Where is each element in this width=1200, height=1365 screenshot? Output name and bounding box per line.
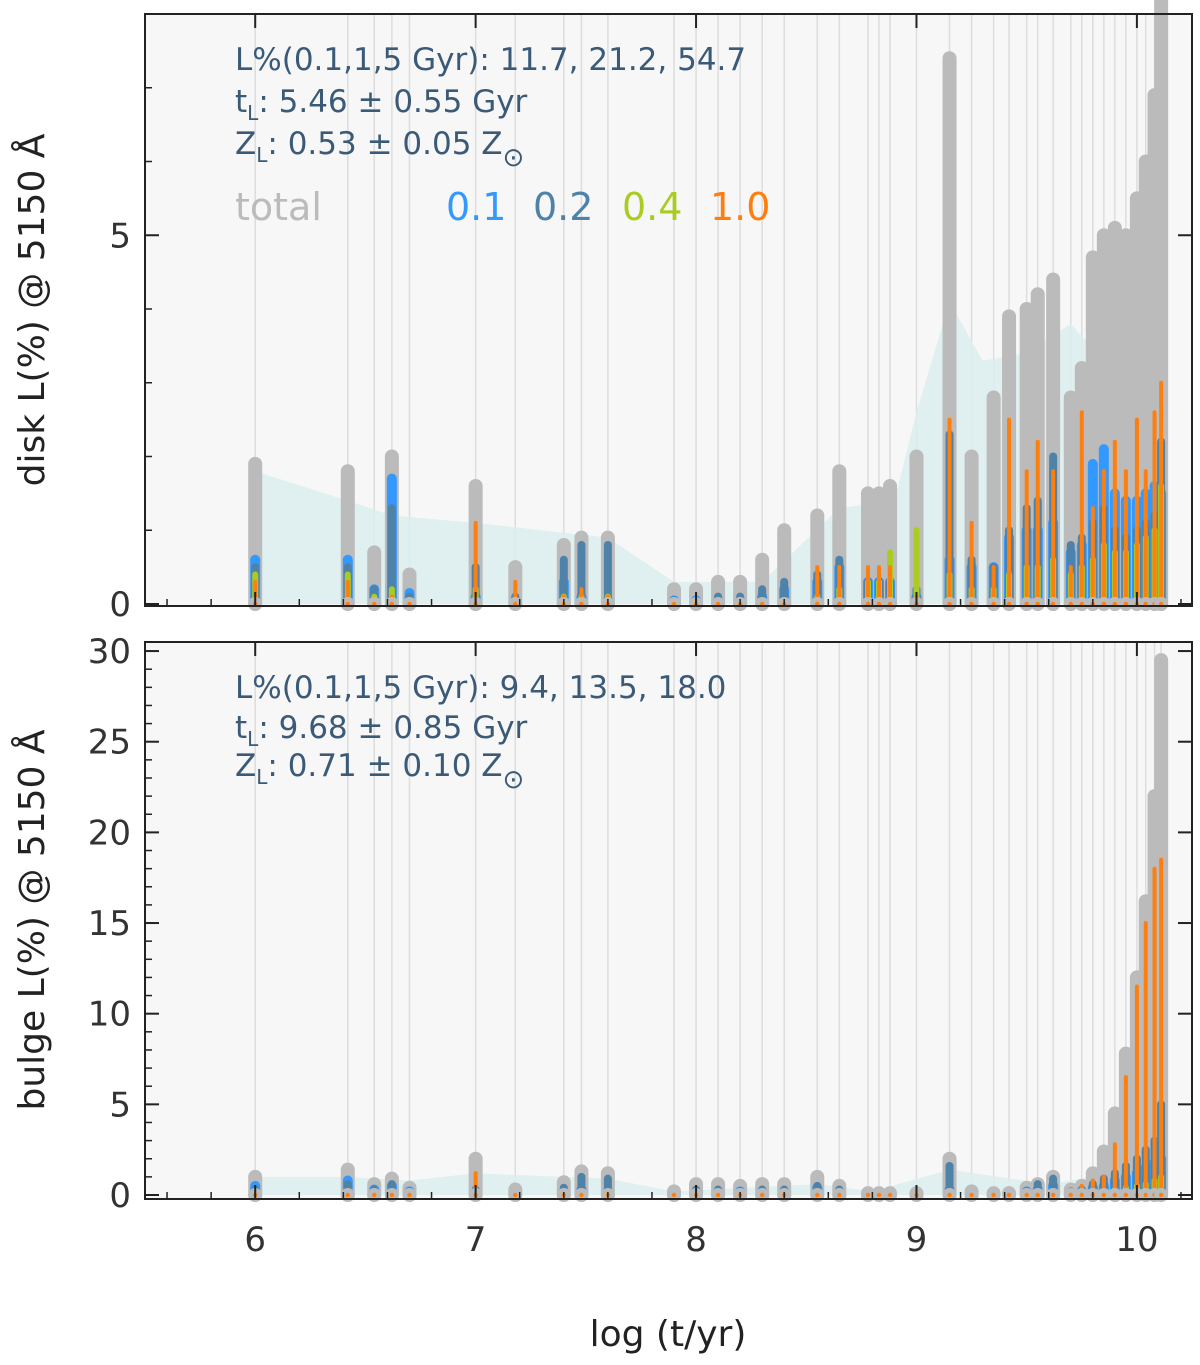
disk-z-subscript: L bbox=[256, 143, 268, 167]
bulge-base-dot-core-29 bbox=[1068, 1192, 1073, 1198]
disk-age-symbol: t bbox=[235, 84, 247, 120]
bulge-base-dot-core-12 bbox=[715, 1192, 721, 1198]
disk-y-tick-label-1: 5 bbox=[109, 216, 131, 256]
bulge-base-dot-core-28 bbox=[1050, 1192, 1056, 1198]
bulge-info-line1: L%(0.1,1,5 Gyr): 9.4, 13.5, 18.0 bbox=[235, 670, 726, 706]
bulge-base-dot-core-24 bbox=[991, 1192, 996, 1198]
bulge-y-tick-label-3: 15 bbox=[88, 904, 131, 944]
disk-info-line1: L%(0.1,1,5 Gyr): 11.7, 21.2, 54.7 bbox=[235, 42, 746, 78]
bulge-base-dot-core-32 bbox=[1101, 1192, 1107, 1198]
bulge-z-value: : 0.71 ± 0.10 Z bbox=[267, 748, 502, 784]
disk-age-subscript: L bbox=[247, 101, 259, 125]
bulge-y-tick-label-2: 10 bbox=[88, 995, 131, 1035]
bulge-base-dot-core-36 bbox=[1143, 1192, 1148, 1198]
legend-0.4: 0.4 bbox=[622, 185, 682, 229]
bulge-plot-area bbox=[145, 642, 1192, 1199]
bulge-y-tick-label-0: 0 bbox=[109, 1176, 131, 1216]
bulge-base-dot-core-26 bbox=[1024, 1192, 1029, 1198]
bulge-base-dot-core-18 bbox=[865, 1192, 871, 1198]
bulge-info-box: L%(0.1,1,5 Gyr): 9.4, 13.5, 18.0 tL: 9.6… bbox=[235, 670, 726, 795]
bulge-z-symbol: Z bbox=[235, 748, 256, 784]
disk-plot-frame bbox=[144, 13, 1193, 607]
bulge-y-tick-label-1: 5 bbox=[109, 1085, 131, 1125]
bulge-x-tick-label-1: 7 bbox=[465, 1220, 487, 1260]
x-axis-title: log (t/yr) bbox=[590, 1314, 747, 1355]
bulge-base-dot-core-33 bbox=[1112, 1192, 1118, 1198]
legend-total: total bbox=[235, 185, 322, 229]
disk-y-axis-title: disk L(%) @ 5150 Å bbox=[10, 133, 53, 486]
bulge-base-dot-core-22 bbox=[947, 1192, 952, 1198]
disk-age-value: : 5.46 ± 0.55 Gyr bbox=[258, 84, 527, 120]
bulge-base-dot-core-27 bbox=[1035, 1192, 1040, 1198]
bulge-y-tick-label-5: 25 bbox=[88, 723, 131, 763]
bulge-base-dot-core-34 bbox=[1123, 1192, 1129, 1198]
bulge-base-dot-core-38 bbox=[1158, 1192, 1164, 1198]
disk-info-age: tL: 5.46 ± 0.55 Gyr bbox=[235, 84, 528, 125]
bulge-base-dot-core-20 bbox=[887, 1192, 893, 1198]
bulge-y-tick-label-6: 30 bbox=[88, 632, 131, 672]
disk-z-symbol: Z bbox=[235, 126, 256, 162]
disk-y-tick-label-0: 0 bbox=[109, 585, 131, 625]
bulge-base-dot-core-17 bbox=[837, 1192, 842, 1198]
bulge-base-dot-core-30 bbox=[1079, 1192, 1084, 1198]
bulge-z-subscript: L bbox=[256, 765, 268, 789]
bulge-x-tick-label-4: 10 bbox=[1115, 1220, 1158, 1260]
bulge-x-tick-label-3: 9 bbox=[906, 1220, 928, 1260]
bulge-base-dot-core-4 bbox=[407, 1192, 412, 1198]
disk-info-metallicity: ZL: 0.53 ± 0.05 Z⊙ bbox=[235, 126, 524, 173]
bulge-y-axis-title: bulge L(%) @ 5150 Å bbox=[10, 729, 53, 1110]
bulge-age-symbol: t bbox=[235, 710, 247, 746]
bulge-base-dot-core-19 bbox=[876, 1192, 882, 1198]
disk-z-value: : 0.53 ± 0.05 Z bbox=[267, 126, 502, 162]
bulge-base-dot-core-25 bbox=[1006, 1192, 1012, 1198]
disk-z-sun-symbol: ⊙ bbox=[503, 143, 525, 173]
disk-bars bbox=[248, 0, 1169, 611]
bulge-axes: 0 5 10 15 20 25 30 6 7 8 9 10 bbox=[88, 632, 1192, 1260]
bulge-age-value: : 9.68 ± 0.85 Gyr bbox=[258, 710, 527, 746]
bulge-info-metallicity: ZL: 0.71 ± 0.10 Z⊙ bbox=[235, 748, 524, 795]
disk-info-box: L%(0.1,1,5 Gyr): 11.7, 21.2, 54.7 tL: 5.… bbox=[235, 42, 746, 173]
bulge-age-subscript: L bbox=[247, 727, 259, 751]
bulge-x-tick-label-2: 8 bbox=[685, 1220, 707, 1260]
bulge-panel: 0 5 10 15 20 25 30 6 7 8 9 10 bulge L(%) @ 5150 Å L… bbox=[10, 632, 1193, 1260]
legend-1.0: 1.0 bbox=[710, 185, 770, 229]
legend-0.1: 0.1 bbox=[446, 185, 506, 229]
bulge-base-dot-core-16 bbox=[815, 1192, 820, 1198]
bulge-base-dot-core-1 bbox=[345, 1192, 350, 1198]
bulge-z-sun-symbol: ⊙ bbox=[503, 765, 525, 795]
bulge-info-age: tL: 9.68 ± 0.85 Gyr bbox=[235, 710, 528, 751]
bulge-base-dot-core-10 bbox=[671, 1192, 677, 1198]
bulge-plot-frame bbox=[144, 641, 1193, 1200]
bulge-base-dot-core-6 bbox=[513, 1192, 518, 1198]
disk-legend: total 0.1 0.2 0.4 1.0 bbox=[235, 185, 770, 229]
bulge-base-dot-core-8 bbox=[579, 1192, 584, 1198]
bulge-x-tick-label-0: 6 bbox=[244, 1220, 266, 1260]
disk-panel: 05 disk L(%) @ 5150 Å L%(0.1,1,5 Gyr): 1… bbox=[10, 0, 1193, 625]
bulge-base-dot-core-3 bbox=[389, 1192, 395, 1198]
bulge-base-dot-core-14 bbox=[759, 1192, 765, 1198]
bulge-base-dot-core-23 bbox=[969, 1192, 974, 1198]
legend-0.2: 0.2 bbox=[533, 185, 593, 229]
disk-axes: 05 bbox=[109, 13, 1192, 625]
bulge-base-dot-core-2 bbox=[372, 1192, 377, 1198]
bulge-y-tick-label-4: 20 bbox=[88, 813, 131, 853]
bulge-bars bbox=[248, 653, 1169, 1202]
